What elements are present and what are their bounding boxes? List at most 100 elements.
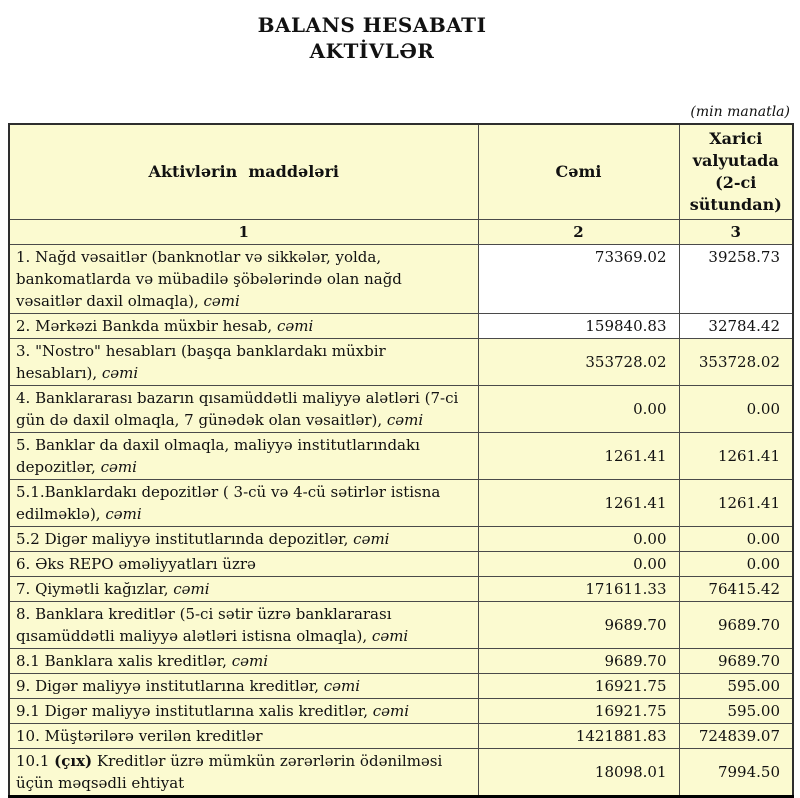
row-label: 2. Mərkəzi Bankda müxbir hesab, cəmi (8, 313, 479, 339)
row-label-text: 8.1 Banklara xalis kreditlər, (16, 652, 232, 670)
total-value: 171611.33 (477, 576, 680, 602)
table-row: 5. Banklar da daxil olmaqla, maliyyə ins… (8, 432, 794, 480)
header-items-column: Aktivlərin maddələri (8, 123, 479, 220)
header-foreign-column: Xarici valyutada (2-ci sütundan) (678, 123, 794, 220)
table-row: 7. Qiymətli kağızlar, cəmi 171611.33 76415… (8, 576, 794, 602)
foreign-value: 724839.07 (678, 723, 794, 749)
total-value: 73369.02 (477, 244, 680, 314)
row-label-text: 7. Qiymətli kağızlar, (16, 580, 174, 598)
column-number-2: 2 (477, 219, 680, 245)
row-label-text: 10.1 (16, 752, 55, 770)
row-label-text: 2. Mərkəzi Bankda müxbir hesab, (16, 317, 277, 335)
foreign-value: 1261.41 (678, 479, 794, 527)
row-label-text: cəmi (276, 317, 314, 335)
row-label-text: cəmi (101, 364, 139, 382)
total-value: 353728.02 (477, 338, 680, 386)
total-value: 0.00 (477, 551, 680, 577)
row-label-text: cəmi (203, 292, 240, 310)
column-number-1: 1 (8, 219, 479, 245)
row-label-text: 6. Əks REPO əməliyyatları üzrə (16, 555, 256, 573)
total-value: 0.00 (477, 526, 680, 552)
foreign-value: 32784.42 (678, 313, 794, 339)
total-value: 18098.01 (477, 748, 680, 797)
row-label: 5.1.Banklardakı depozitlər ( 3-cü və 4-c… (8, 479, 479, 527)
report-title-block: BALANS HESABATI AKTİVLƏR (0, 12, 744, 64)
table-row: 8. Banklara kreditlər (5-ci sətir üzrə b… (8, 601, 794, 649)
table-row: 9. Digər maliyyə institutlarına kreditlə… (8, 673, 794, 699)
table-body: 1. Nağd vəsaitlər (banknotlar və sikkələ… (8, 244, 794, 797)
total-value: 9689.70 (477, 601, 680, 649)
row-label-text: 3. "Nostro" hesabları (başqa banklardakı… (16, 342, 386, 382)
total-value: 9689.70 (477, 648, 680, 674)
total-value: 1421881.83 (477, 723, 680, 749)
row-label: 9.1 Digər maliyyə institutlarına xalis k… (8, 698, 479, 724)
foreign-value: 0.00 (678, 526, 794, 552)
total-value: 1261.41 (477, 432, 680, 480)
foreign-value: 7994.50 (678, 748, 794, 797)
unit-note: (min manatla) (690, 104, 790, 120)
row-label-text: cəmi (372, 702, 410, 720)
total-value: 1261.41 (477, 479, 680, 527)
page-title: BALANS HESABATI (257, 13, 487, 37)
foreign-value: 595.00 (678, 673, 794, 699)
row-label-text: cəmi (386, 411, 424, 429)
table-row: 1. Nağd vəsaitlər (banknotlar və sikkələ… (8, 244, 794, 314)
row-label-text: cəmi (173, 580, 210, 598)
row-label-text: 5. Banklar da daxil olmaqla, maliyyə ins… (16, 436, 420, 476)
table-row: 9.1 Digər maliyyə institutlarına xalis k… (8, 698, 794, 724)
table-row: 3. "Nostro" hesabları (başqa banklardakı… (8, 338, 794, 386)
row-label-text: 9.1 Digər maliyyə institutlarına xalis k… (16, 702, 373, 720)
row-label-text: 4. Banklararası bazarın qısamüddətli mal… (16, 389, 459, 429)
table-row: 6. Əks REPO əməliyyatları üzrə 0.00 0.00 (8, 551, 794, 577)
total-value: 0.00 (477, 385, 680, 433)
table-row: 5.2 Digər maliyyə institutlarında depozi… (8, 526, 794, 552)
foreign-value: 9689.70 (678, 648, 794, 674)
foreign-value: 76415.42 (678, 576, 794, 602)
row-label-text: 1. Nağd vəsaitlər (banknotlar və sikkələ… (16, 248, 402, 310)
row-label-text: 5.1.Banklardakı depozitlər ( 3-cü və 4-c… (16, 483, 441, 523)
header-row: Aktivlərin maddələri Cəmi Xarici valyuta… (8, 123, 794, 220)
row-label: 5. Banklar da daxil olmaqla, maliyyə ins… (8, 432, 479, 480)
row-label: 10.1 (çıx) Kreditlər üzrə mümkün zərərlə… (8, 748, 479, 797)
row-label: 3. "Nostro" hesabları (başqa banklardakı… (8, 338, 479, 386)
row-label-text: 9. Digər maliyyə institutlarına kreditlə… (16, 677, 324, 695)
total-value: 16921.75 (477, 673, 680, 699)
row-label-text: 8. Banklara kreditlər (5-ci sətir üzrə b… (16, 605, 392, 645)
row-label-text: cəmi (323, 677, 361, 695)
foreign-value: 0.00 (678, 551, 794, 577)
total-value: 16921.75 (477, 698, 680, 724)
page-subtitle: AKTİVLƏR (309, 39, 435, 63)
balance-table: Aktivlərin maddələri Cəmi Xarici valyuta… (8, 123, 794, 798)
row-label: 10. Müştərilərə verilən kreditlər (8, 723, 479, 749)
table-row: 10.1 (çıx) Kreditlər üzrə mümkün zərərlə… (8, 748, 794, 797)
row-label: 4. Banklararası bazarın qısamüddətli mal… (8, 385, 479, 433)
row-label-text: (çıx) (54, 752, 93, 770)
row-label: 8.1 Banklara xalis kreditlər, cəmi (8, 648, 479, 674)
row-label: 6. Əks REPO əməliyyatları üzrə (8, 551, 479, 577)
foreign-value: 1261.41 (678, 432, 794, 480)
row-label-text: 10. Müştərilərə verilən kreditlər (16, 727, 263, 745)
foreign-value: 0.00 (678, 385, 794, 433)
row-label: 1. Nağd vəsaitlər (banknotlar və sikkələ… (8, 244, 479, 314)
row-label-text: cəmi (100, 458, 137, 476)
row-label: 5.2 Digər maliyyə institutlarında depozi… (8, 526, 479, 552)
column-number-3: 3 (678, 219, 794, 245)
table-header: Aktivlərin maddələri Cəmi Xarici valyuta… (8, 123, 794, 245)
row-label-text: cəmi (105, 505, 142, 523)
table-row: 5.1.Banklardakı depozitlər ( 3-cü və 4-c… (8, 479, 794, 527)
header-total-column: Cəmi (477, 123, 680, 220)
row-label-text: cəmi (371, 627, 409, 645)
row-label-text: 5.2 Digər maliyyə institutlarında depozi… (16, 530, 354, 548)
foreign-value: 595.00 (678, 698, 794, 724)
row-label: 8. Banklara kreditlər (5-ci sətir üzrə b… (8, 601, 479, 649)
row-label-text: cəmi (231, 652, 269, 670)
table-row: 10. Müştərilərə verilən kreditlər 1421881… (8, 723, 794, 749)
column-numbers-row: 1 2 3 (8, 219, 794, 245)
table-row: 8.1 Banklara xalis kreditlər, cəmi 9689.7… (8, 648, 794, 674)
foreign-value: 353728.02 (678, 338, 794, 386)
table-row: 2. Mərkəzi Bankda müxbir hesab, cəmi 1598… (8, 313, 794, 339)
row-label-text: cəmi (353, 530, 390, 548)
total-value: 159840.83 (477, 313, 680, 339)
table-row: 4. Banklararası bazarın qısamüddətli mal… (8, 385, 794, 433)
